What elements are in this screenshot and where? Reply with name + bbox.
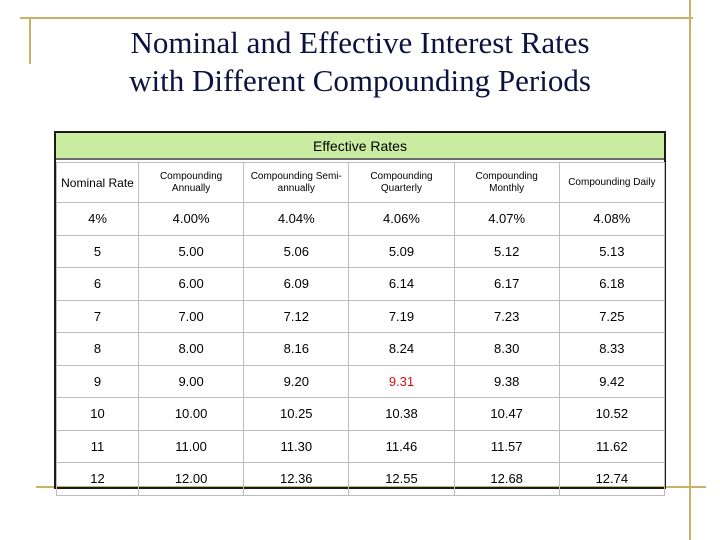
nominal-rate-cell: 5 <box>56 234 139 268</box>
effective-rate-cell: 11.00 <box>137 429 245 463</box>
rates-table: Nominal Rate Compounding Annually Compou… <box>56 162 665 496</box>
effective-rate-cell: 8.00 <box>137 332 245 366</box>
effective-rate-cell: 11.62 <box>558 429 665 463</box>
effective-rate-cell: 7.12 <box>243 299 350 333</box>
frame-line-right <box>689 0 691 540</box>
effective-rate-cell: 6.18 <box>558 267 665 301</box>
nominal-rate-cell: 7 <box>56 299 139 333</box>
nominal-rate-cell: 8 <box>56 332 139 366</box>
effective-rates-header: Effective Rates <box>56 133 664 160</box>
effective-rate-cell: 10.38 <box>348 397 455 431</box>
effective-rate-cell: 5.06 <box>243 234 350 268</box>
table-row: 8 8.00 8.16 8.24 8.30 8.33 <box>56 332 665 366</box>
effective-rate-cell: 4.08% <box>558 202 665 236</box>
effective-rate-cell: 12.74 <box>558 462 665 496</box>
effective-rate-cell: 4.04% <box>243 202 350 236</box>
effective-rate-cell: 10.47 <box>453 397 560 431</box>
table-row: 5 5.00 5.06 5.09 5.12 5.13 <box>56 234 665 268</box>
effective-rate-cell: 10.52 <box>558 397 665 431</box>
effective-rate-cell: 10.25 <box>243 397 350 431</box>
table-row: 9 9.00 9.20 9.31 9.38 9.42 <box>56 364 665 398</box>
effective-rate-cell: 7.00 <box>137 299 245 333</box>
effective-rate-cell: 7.19 <box>348 299 455 333</box>
effective-rate-cell: 11.30 <box>243 429 350 463</box>
effective-rate-cell: 6.17 <box>453 267 560 301</box>
table-row: 11 11.00 11.30 11.46 11.57 11.62 <box>56 429 665 463</box>
nominal-rate-cell: 10 <box>56 397 139 431</box>
effective-rate-cell: 7.25 <box>558 299 665 333</box>
effective-rate-cell: 4.06% <box>348 202 455 236</box>
effective-rate-cell: 8.33 <box>558 332 665 366</box>
effective-rate-cell: 9.00 <box>137 364 245 398</box>
effective-rate-cell: 12.00 <box>137 462 245 496</box>
nominal-rate-cell: 6 <box>56 267 139 301</box>
column-header: Compounding Quarterly <box>348 162 455 203</box>
effective-rate-cell: 11.46 <box>348 429 455 463</box>
effective-rate-cell: 5.09 <box>348 234 455 268</box>
effective-rate-cell: 8.16 <box>243 332 350 366</box>
nominal-rate-cell: 4% <box>56 202 139 236</box>
nominal-rate-cell: 11 <box>56 429 139 463</box>
column-header: Compounding Semi-annually <box>243 162 350 203</box>
effective-rate-cell: 9.38 <box>453 364 560 398</box>
effective-rate-cell: 5.00 <box>137 234 245 268</box>
column-header: Nominal Rate <box>56 162 139 203</box>
effective-rate-cell: 12.68 <box>453 462 560 496</box>
slide-title: Nominal and Effective Interest Rates wit… <box>129 25 591 98</box>
effective-rate-cell: 8.30 <box>453 332 560 366</box>
effective-rate-cell: 8.24 <box>348 332 455 366</box>
table-row: 10 10.00 10.25 10.38 10.47 10.52 <box>56 397 665 431</box>
effective-rate-cell: 6.00 <box>137 267 245 301</box>
table-header-row: Nominal Rate Compounding Annually Compou… <box>56 162 665 203</box>
frame-line-top <box>20 17 693 19</box>
nominal-rate-cell: 9 <box>56 364 139 398</box>
effective-rate-cell: 5.13 <box>558 234 665 268</box>
effective-rate-cell: 4.07% <box>453 202 560 236</box>
nominal-rate-cell: 12 <box>56 462 139 496</box>
column-header: Compounding Daily <box>558 162 665 203</box>
rates-table-container: Effective Rates Nominal Rate Compounding… <box>54 131 666 496</box>
effective-rate-cell: 12.55 <box>348 462 455 496</box>
effective-rate-cell: 9.20 <box>243 364 350 398</box>
table-row: 6 6.00 6.09 6.14 6.17 6.18 <box>56 267 665 301</box>
effective-rate-cell: 7.23 <box>453 299 560 333</box>
frame-line-left <box>29 17 31 64</box>
effective-rate-cell: 4.00% <box>137 202 245 236</box>
effective-rate-cell: 11.57 <box>453 429 560 463</box>
table-body: 4% 4.00% 4.04% 4.06% 4.07% 4.08% 5 5.00 5.06 5.09… <box>56 202 665 496</box>
table-row: 4% 4.00% 4.04% 4.06% 4.07% 4.08% <box>56 202 665 236</box>
effective-rate-cell: 6.14 <box>348 267 455 301</box>
effective-rate-cell: 6.09 <box>243 267 350 301</box>
table-row: 7 7.00 7.12 7.19 7.23 7.25 <box>56 299 665 333</box>
effective-rate-cell: 10.00 <box>137 397 245 431</box>
effective-rate-cell: 9.31 <box>348 364 455 398</box>
column-header: Compounding Monthly <box>453 162 560 203</box>
column-header: Compounding Annually <box>137 162 245 203</box>
effective-rate-cell: 12.36 <box>243 462 350 496</box>
table-row: 12 12.00 12.36 12.55 12.68 12.74 <box>56 462 665 496</box>
effective-rate-cell: 9.42 <box>558 364 665 398</box>
effective-rate-cell: 5.12 <box>453 234 560 268</box>
